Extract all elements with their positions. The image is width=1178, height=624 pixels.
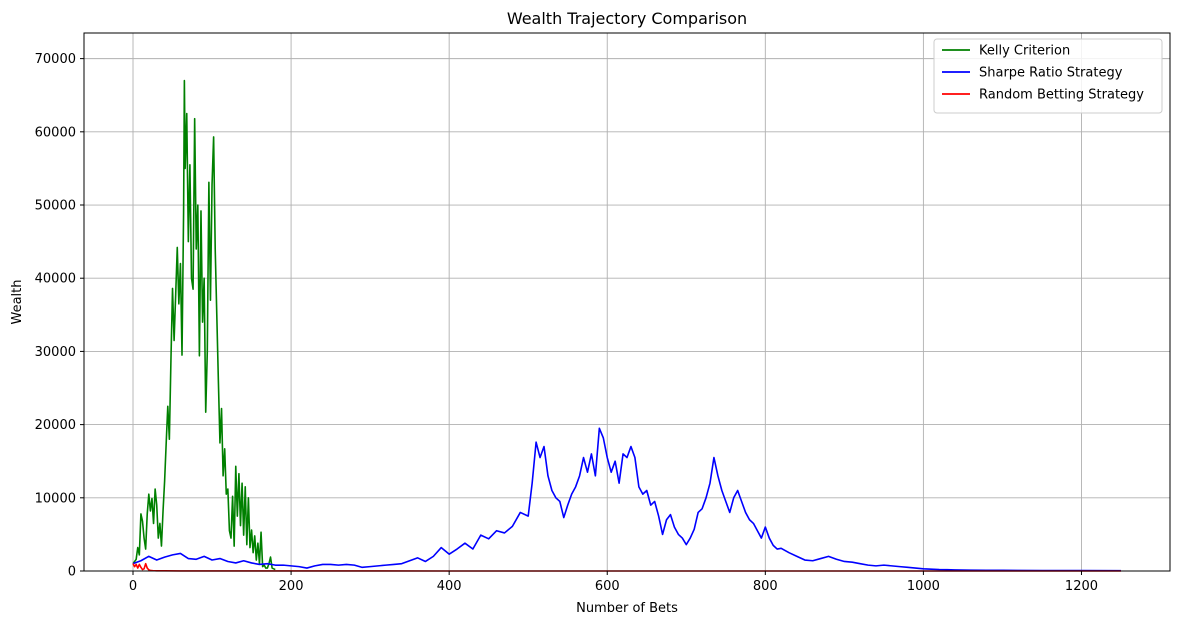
y-tick-label: 50000 (35, 199, 76, 214)
x-tick-label: 1200 (1065, 579, 1098, 594)
x-tick-label: 600 (595, 579, 620, 594)
x-tick-label: 200 (279, 579, 304, 594)
grid-lines (84, 33, 1170, 572)
chart-title: Wealth Trajectory Comparison (507, 9, 747, 28)
x-axis-label: Number of Bets (576, 601, 678, 616)
x-tick-label: 400 (437, 579, 462, 594)
y-tick-label: 10000 (35, 491, 76, 506)
x-tick-label: 0 (129, 579, 137, 594)
series-line-kelly-criterion (132, 79, 276, 571)
y-tick-label: 70000 (35, 52, 76, 67)
y-axis-label: Wealth (10, 279, 25, 324)
axis-ticks: 0 200 400 600 800 1000 1200 0 10000 20000 30000 400… (35, 52, 1098, 594)
x-tick-label: 800 (753, 579, 778, 594)
y-tick-label: 20000 (35, 418, 76, 433)
y-tick-label: 40000 (35, 272, 76, 287)
legend: Kelly Criterion Sharpe Ratio Strategy Rand… (933, 38, 1163, 114)
y-tick-label: 30000 (35, 345, 76, 360)
y-tick-label: 60000 (35, 125, 76, 140)
plot-frame (83, 32, 1171, 572)
series-line-sharpe-ratio-strategy (132, 427, 1122, 572)
y-tick-label: 0 (68, 565, 76, 580)
legend-entry-label: Sharpe Ratio Strategy (979, 66, 1123, 81)
x-tick-label: 1000 (907, 579, 940, 594)
legend-entry-label: Kelly Criterion (979, 44, 1070, 59)
legend-box (933, 38, 1163, 114)
legend-entry-label: Random Betting Strategy (979, 88, 1144, 103)
